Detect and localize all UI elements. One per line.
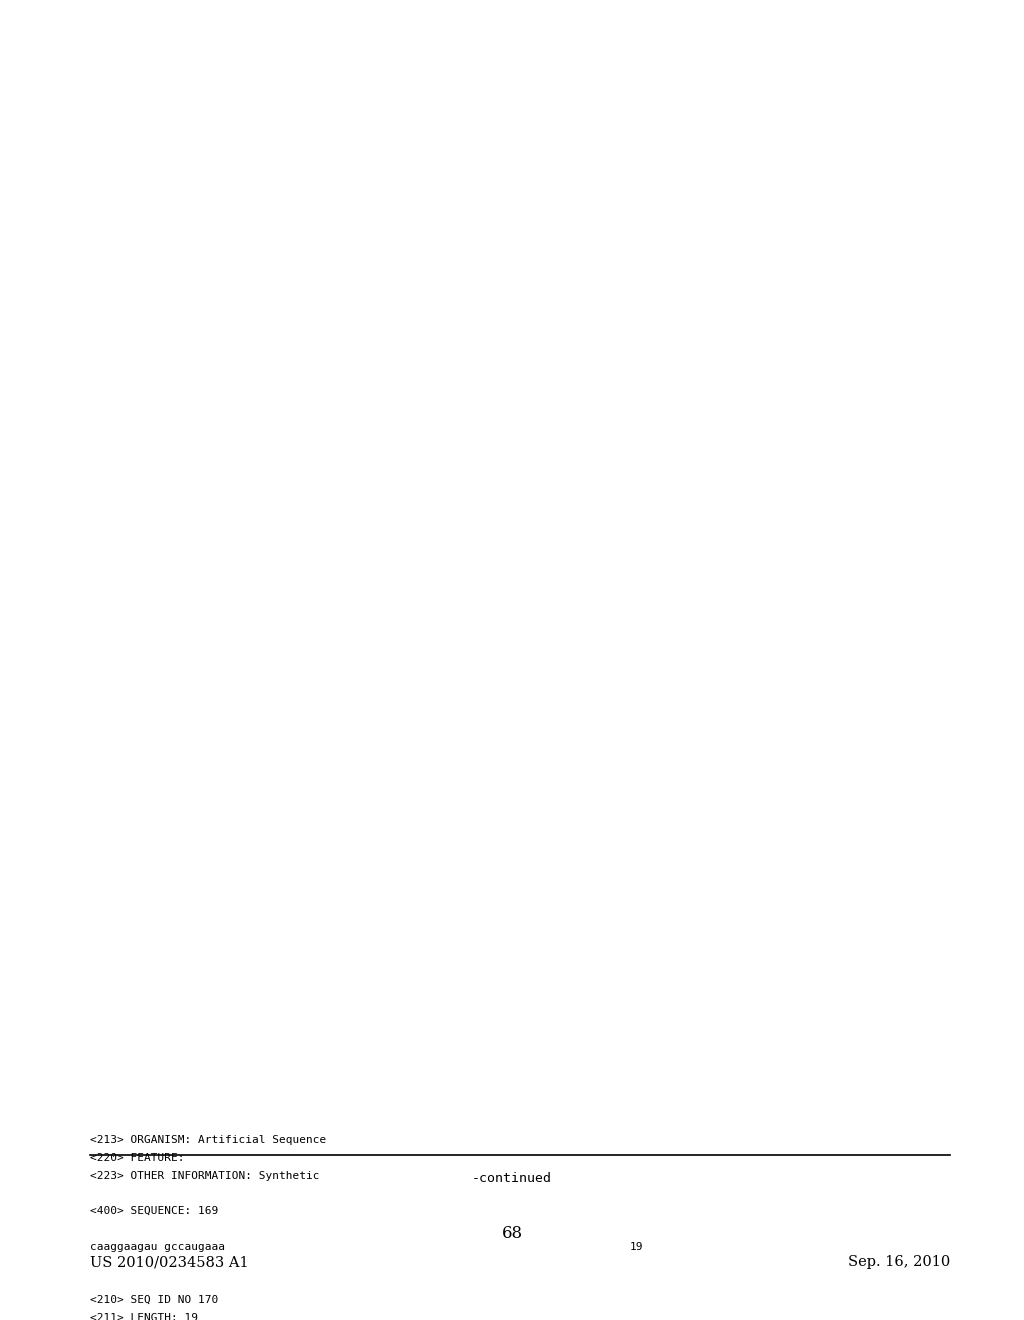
Text: <210> SEQ ID NO 170: <210> SEQ ID NO 170 <box>90 1295 218 1305</box>
Text: 68: 68 <box>502 1225 522 1242</box>
Text: Sep. 16, 2010: Sep. 16, 2010 <box>848 1255 950 1269</box>
Text: caaggaagau gccaugaaa: caaggaagau gccaugaaa <box>90 1242 225 1251</box>
Text: <223> OTHER INFORMATION: Synthetic: <223> OTHER INFORMATION: Synthetic <box>90 1171 319 1180</box>
Text: <220> FEATURE:: <220> FEATURE: <box>90 1152 184 1163</box>
Text: <213> ORGANISM: Artificial Sequence: <213> ORGANISM: Artificial Sequence <box>90 1135 327 1144</box>
Text: US 2010/0234583 A1: US 2010/0234583 A1 <box>90 1255 249 1269</box>
Text: <211> LENGTH: 19: <211> LENGTH: 19 <box>90 1313 198 1320</box>
Text: 19: 19 <box>630 1242 643 1251</box>
Text: -continued: -continued <box>472 1172 552 1185</box>
Text: <400> SEQUENCE: 169: <400> SEQUENCE: 169 <box>90 1206 218 1216</box>
